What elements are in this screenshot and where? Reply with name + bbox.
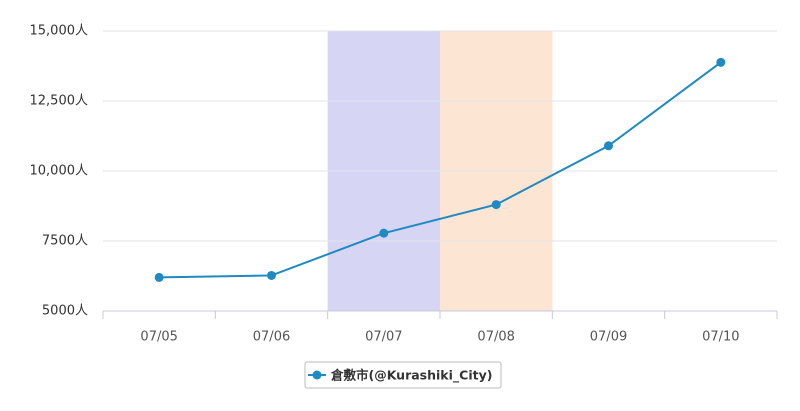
- x-tick-label: 07/07: [365, 330, 402, 345]
- point: [491, 200, 501, 210]
- x-tick-label: 07/10: [702, 330, 739, 345]
- grid: [102, 30, 778, 319]
- x-tick-label: 07/08: [477, 330, 514, 345]
- x-tick-label: 07/06: [253, 330, 290, 345]
- point: [267, 270, 276, 280]
- y-tick-label: 12,500人: [30, 94, 89, 109]
- legend-box: [304, 361, 502, 389]
- y-tick-label: 7500人: [42, 234, 88, 249]
- legend-label: 倉敷市(@Kurashiki_City): [330, 368, 492, 384]
- point: [154, 272, 164, 282]
- y-tick-label: 10,000人: [30, 164, 89, 179]
- point: [379, 228, 389, 238]
- y-tick-label: 5000人: [42, 304, 88, 319]
- point: [716, 57, 726, 67]
- x-tick-label: 07/05: [140, 330, 177, 345]
- y-tick-label: 15,000人: [30, 24, 89, 39]
- plot: [154, 57, 726, 282]
- series-line: [159, 61, 722, 279]
- x-tick-label: 07/09: [590, 330, 627, 345]
- point: [604, 141, 613, 151]
- legend-marker: [312, 370, 322, 380]
